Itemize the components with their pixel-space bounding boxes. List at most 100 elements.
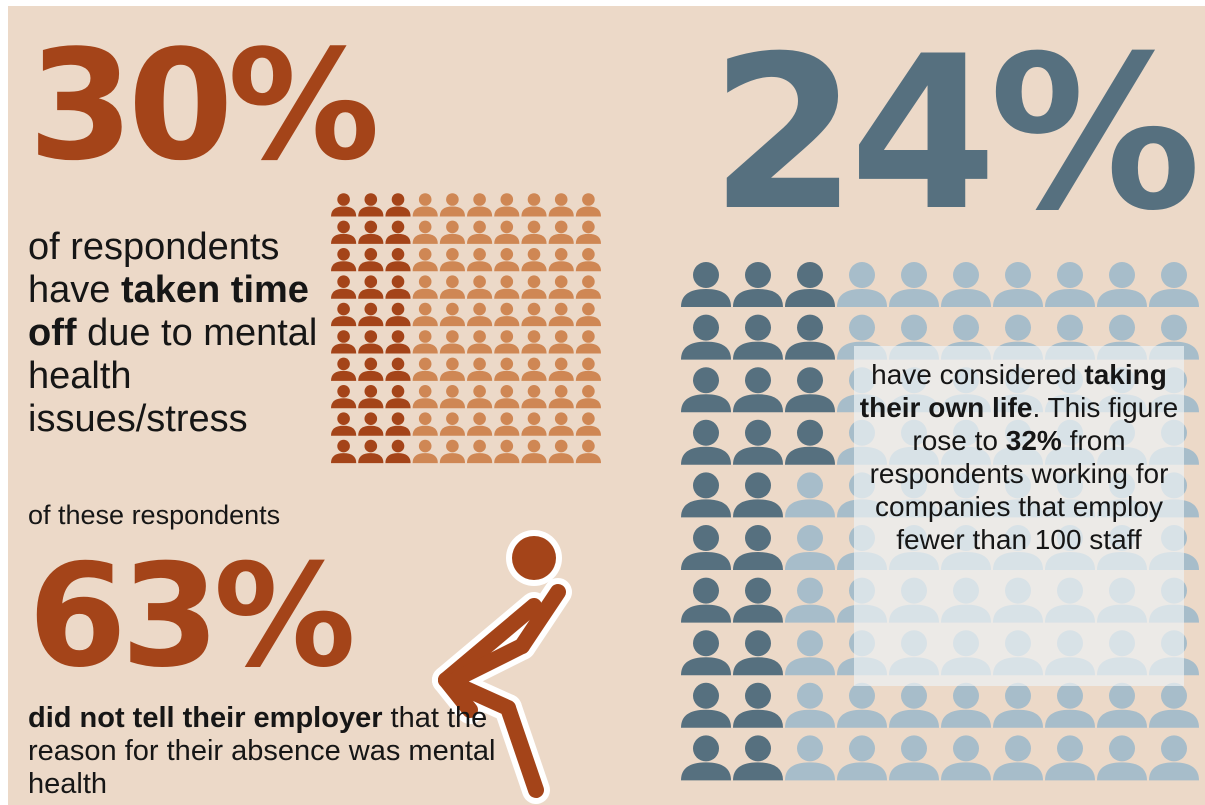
grid24-person-icon [1149, 262, 1199, 307]
grid24-person-icon [785, 367, 835, 413]
grid24-person-icon [1045, 682, 1095, 728]
grid24-person-icon [733, 419, 783, 465]
grid30-person-icon [331, 330, 357, 354]
grid30-person-icon [331, 302, 357, 327]
grid24-person-icon [1097, 262, 1147, 307]
grid24-person-icon [681, 367, 731, 413]
grid30-person-icon [331, 193, 357, 217]
grid30-person-icon [385, 220, 411, 244]
grid24-person-icon [733, 525, 783, 570]
grid30-person-icon [358, 330, 384, 354]
grid30-person-icon [494, 248, 520, 272]
grid30-person-icon [385, 248, 411, 272]
grid24-person-icon [1149, 682, 1199, 728]
grid30-person-icon [521, 385, 547, 409]
grid30-person-icon [521, 302, 547, 327]
head-in-hands-figure-icon [432, 530, 572, 804]
grid30-person-icon [548, 220, 574, 244]
grid30-person-icon [385, 330, 411, 354]
grid30-person-icon [548, 193, 574, 217]
stat-24-percent: 24% [710, 10, 1201, 257]
grid30-person-icon [575, 412, 601, 436]
infographic: 30% of respondents have taken time off d… [8, 6, 1205, 805]
grid24-person-icon [993, 262, 1043, 307]
grid30-person-icon [358, 193, 384, 217]
grid24-person-icon [785, 682, 835, 728]
grid30-person-icon [358, 220, 384, 244]
grid24-person-icon [837, 262, 887, 307]
grid30-person-icon [412, 220, 438, 244]
grid24-person-icon [733, 735, 783, 781]
grid30-person-icon [548, 248, 574, 272]
grid24-person-icon [1097, 682, 1147, 728]
grid30-person-icon [521, 193, 547, 217]
grid24-person-icon [785, 262, 835, 307]
grid24-person-icon [681, 419, 731, 465]
grid30-person-icon [439, 412, 465, 436]
grid30-person-icon [385, 385, 411, 409]
grid30-person-icon [439, 220, 465, 244]
grid24-person-icon [681, 630, 731, 676]
grid24-person-icon [733, 630, 783, 676]
grid24-person-icon [889, 262, 939, 307]
grid30-person-icon [575, 385, 601, 409]
grid30-person-icon [494, 302, 520, 327]
grid24-person-icon [785, 525, 835, 570]
grid30-person-icon [331, 357, 357, 381]
grid30-person-icon [331, 220, 357, 244]
grid30-person-icon [521, 275, 547, 299]
grid30-person-icon [439, 330, 465, 354]
grid30-person-icon [412, 385, 438, 409]
grid30-person-icon [331, 439, 357, 464]
grid24-person-icon [733, 577, 783, 623]
grid30-person-icon [331, 412, 357, 436]
grid30-person-icon [494, 275, 520, 299]
grid30-person-icon [331, 248, 357, 272]
grid30-person-icon [358, 439, 384, 464]
grid30-person-icon [548, 302, 574, 327]
grid24-person-icon [837, 735, 887, 781]
grid30-person-icon [548, 412, 574, 436]
grid30-person-icon [358, 275, 384, 299]
grid30-person-icon [494, 385, 520, 409]
grid30-person-icon [467, 193, 493, 217]
grid24-person-icon [681, 735, 731, 781]
grid30-person-icon [412, 248, 438, 272]
grid30-person-icon [331, 275, 357, 299]
grid24-person-icon [681, 525, 731, 570]
stat-24-text-bold-2: 32% [1005, 425, 1062, 456]
grid30-person-icon [467, 385, 493, 409]
grid30-person-icon [575, 275, 601, 299]
people-grid-30 [331, 193, 601, 464]
grid24-person-icon [941, 262, 991, 307]
grid30-person-icon [548, 330, 574, 354]
grid24-person-icon [1045, 735, 1095, 781]
grid24-person-icon [733, 367, 783, 413]
grid30-person-icon [385, 275, 411, 299]
stat-30-text-1: of respondents have [28, 226, 280, 311]
stat-63-text-2: that the reason for their absence was me… [28, 702, 496, 800]
grid30-person-icon [494, 357, 520, 381]
grid30-person-icon [358, 385, 384, 409]
grid24-person-icon [993, 682, 1043, 728]
grid30-person-icon [439, 302, 465, 327]
grid30-person-icon [575, 220, 601, 244]
grid30-person-icon [575, 330, 601, 354]
grid30-person-icon [548, 439, 574, 464]
grid24-person-icon [785, 314, 835, 360]
grid30-person-icon [358, 302, 384, 327]
grid24-person-icon [1097, 735, 1147, 781]
grid24-person-icon [1045, 262, 1095, 307]
grid30-person-icon [548, 357, 574, 381]
grid30-person-icon [412, 330, 438, 354]
grid30-person-icon [467, 302, 493, 327]
stat-24-text-3: from respondents working for companies t… [869, 425, 1169, 555]
grid30-person-icon [385, 439, 411, 464]
grid24-person-icon [941, 735, 991, 781]
grid24-person-icon [785, 630, 835, 676]
grid30-person-icon [521, 412, 547, 436]
grid30-person-icon [385, 193, 411, 217]
grid30-person-icon [494, 330, 520, 354]
stat-24-text-bold: taking their own life [859, 359, 1167, 423]
grid30-person-icon [439, 248, 465, 272]
